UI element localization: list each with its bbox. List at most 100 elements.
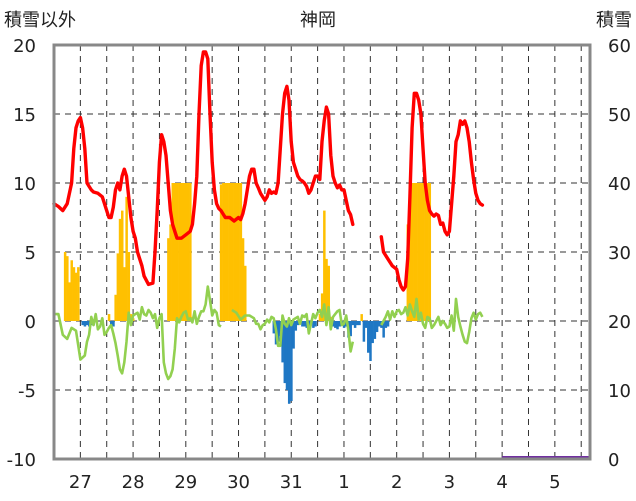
precip-bar [83,321,87,327]
precip-bar [415,183,418,321]
precip-bar [171,183,175,321]
precip-bar [356,321,359,326]
precip-bar [70,260,73,321]
y-left-axis-title: 積雪以外 [4,10,76,31]
precip-bar [74,272,78,321]
y-right-tick-label: 30 [608,243,631,264]
precip-bar [318,314,322,321]
temperature-line [54,285,222,381]
precip-bar [129,314,133,321]
chart-title: 神岡 [300,10,336,31]
y-left-tick-label: 5 [25,243,36,264]
precip-bar [334,321,337,328]
precip-bar [417,183,421,321]
precip-bar [358,321,361,326]
precip-bar [314,321,317,327]
precip-bar [114,294,117,321]
y-left-tick-label: -10 [7,450,36,471]
x-tick-label: 27 [69,472,92,493]
series-lines [52,50,485,381]
precip-bar [182,183,186,321]
y-left-tick-label: -5 [18,381,36,402]
precip-bar [63,252,67,321]
precip-bar [228,183,232,321]
precip-bar [241,238,245,321]
precip-bar [382,321,385,338]
precip-bar [351,321,355,326]
precip-bar [189,183,192,321]
y-right-tick-label: 40 [608,174,631,195]
precip-bar [77,267,80,321]
precip-bar [312,321,315,328]
y-right-tick-label: 20 [608,312,631,333]
precip-bar [219,184,223,321]
precip-bar [66,256,69,321]
precip-bar [110,321,113,326]
precip-bar [325,258,328,321]
precip-bar [360,314,363,321]
precip-bar [173,183,177,321]
precip-bar [338,321,341,327]
y-left-tick-label: 0 [25,312,36,333]
precip-bar [323,210,326,321]
precip-bar [186,183,190,321]
precip-bar [272,321,276,334]
plot-frame [52,43,592,461]
temperature-line [231,303,355,353]
precip-bar [167,238,170,321]
x-tick-label: 2 [391,472,402,493]
precip-bar [362,321,366,342]
precip-bar [283,321,287,384]
precip-bar [81,321,84,326]
precip-bar [296,321,300,326]
y-left-tick-label: 15 [13,105,36,126]
precip-bar [373,321,377,339]
precip-bar [386,321,390,327]
precip-bar [349,321,352,337]
precip-bar [244,265,247,321]
y-right-tick-label: 60 [608,36,631,57]
precip-bar [413,183,416,321]
precip-bar [118,218,122,321]
precip-bar [367,321,370,353]
precip-bar [233,183,236,321]
precip-bar [112,321,115,327]
x-tick-label: 4 [496,472,507,493]
precip-bar [85,321,89,326]
y-left-tick-label: 10 [13,174,36,195]
x-tick-label: 30 [227,472,250,493]
y-left-tick-label: 20 [13,36,36,57]
precip-bar [408,184,412,321]
precip-bar [68,282,71,321]
precip-bar [294,321,298,331]
precip-bar [290,321,293,402]
precip-bar [369,321,372,362]
precip-bar [424,183,427,321]
precip-bar [353,321,357,328]
precip-bar [125,196,128,321]
x-tick-label: 28 [122,472,145,493]
precip-bar [226,183,229,321]
precip-bar [235,183,238,321]
snow-depth-line [379,91,485,292]
precip-bar [237,183,240,321]
precip-bar [276,321,280,342]
precip-bar [175,183,179,321]
precip-bar [178,183,181,321]
precip-bar [224,183,227,321]
precip-bar [292,321,295,349]
precip-bar [331,321,335,327]
precip-bar [371,321,374,344]
precip-bar [72,267,76,321]
precip-bar [107,314,111,321]
x-tick-label: 31 [280,472,303,493]
x-tick-label: 29 [174,472,197,493]
precip-bar [375,321,379,333]
precip-bar [421,183,425,321]
precip-bar [327,265,330,321]
x-tick-label: 5 [549,472,560,493]
precip-bar [364,321,368,328]
precip-bar [169,224,172,321]
